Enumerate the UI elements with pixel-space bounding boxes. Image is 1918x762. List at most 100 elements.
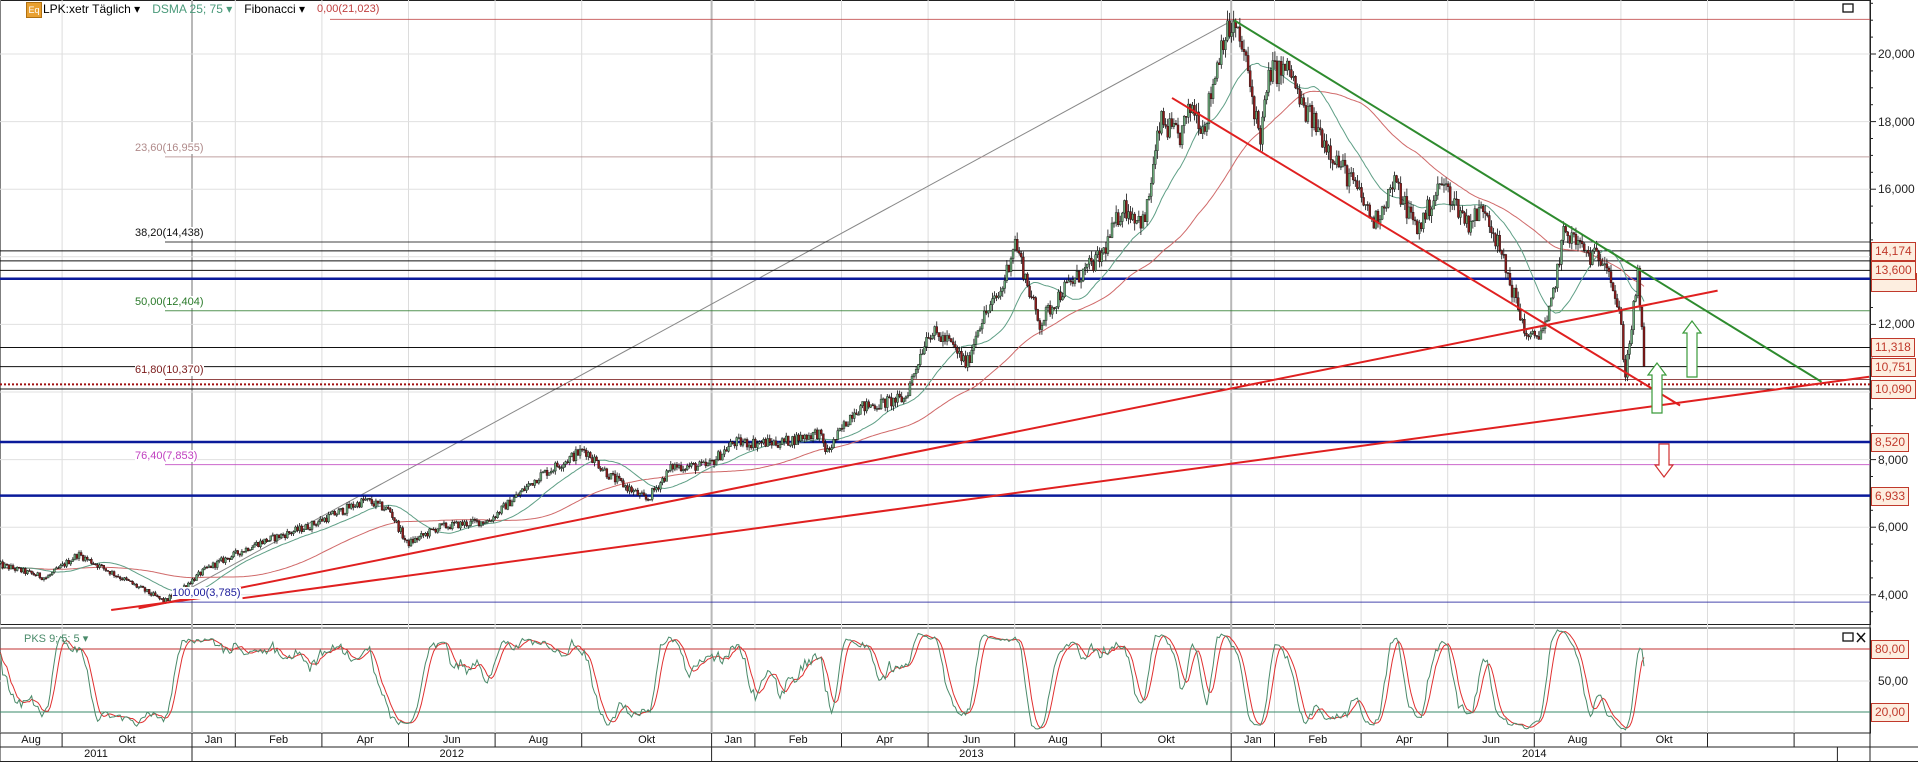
candle-body [1176,124,1180,134]
candle-body [139,585,143,588]
candle-body [1277,60,1281,84]
candle-body [442,522,446,525]
candle-body [1310,105,1314,128]
candle-body [1302,97,1305,106]
candle-body [354,506,357,508]
candle-body [314,524,318,526]
candle-body [248,549,252,552]
candle-body [599,467,602,471]
candle-body [762,439,765,444]
candle-body [1409,206,1413,213]
candle-body [228,558,231,560]
candle-body [1251,86,1254,97]
candle-body [739,437,743,446]
candle-body [335,514,338,516]
candle-body [415,538,419,541]
maximize-icon[interactable] [1842,3,1854,13]
candle-body [809,435,813,439]
candle-body [1362,197,1365,206]
oscillator-selector[interactable]: PKS 9; 5; 5 ▾ [24,633,89,645]
sma-indicator-selector[interactable]: DSMA 25; 75 ▾ [152,2,233,16]
candle-body [158,595,161,599]
candle-body [38,572,42,578]
candle-body [1152,164,1155,184]
candle-body [593,456,596,463]
candle-body [395,520,398,523]
candle-body [244,547,248,552]
candle-body [1519,309,1522,321]
candle-body [1455,198,1458,201]
candle-body [686,465,689,470]
candle-body [752,438,755,449]
candle-body [853,412,856,419]
candle-body [1582,243,1586,251]
candle-body [570,452,574,457]
candle-body [607,476,611,480]
price-level-box: 13,600 [1871,261,1916,281]
candle-body [1572,232,1576,235]
candle-body [943,335,947,342]
candle-body [286,531,289,539]
candle-body [1170,118,1174,127]
candle-body [1024,273,1027,280]
candle-body [36,572,39,576]
candle-body [1560,240,1563,265]
candle-body [281,534,285,536]
candle-body [1015,239,1019,252]
candle-body [1121,212,1124,222]
candle-body [1403,196,1407,204]
candle-body [261,540,264,545]
candle-body [1333,162,1336,165]
candle-body [1430,208,1433,216]
candle-body [595,456,598,461]
fibonacci-selector[interactable]: Fibonacci ▾ [244,2,305,16]
candle-body [791,436,794,446]
candle-body [154,592,157,596]
candle-body [1564,226,1567,233]
candle-body [601,469,604,472]
candle-body [201,568,204,576]
candle-body [191,578,194,584]
candle-body [372,503,376,507]
candle-body [989,304,992,312]
candle-body [51,572,54,575]
candle-body [1034,297,1037,310]
candle-body [1296,87,1299,90]
candle-body [106,570,110,572]
month-label: Jan [724,734,743,746]
candle-body [737,437,741,439]
candle-body [13,568,17,571]
candle-body [444,522,448,528]
maximize-icon[interactable] [1842,632,1854,642]
candle-body [1088,257,1091,265]
main-panel-frame [0,0,1871,625]
candle-body [1502,254,1505,256]
candle-body [164,598,167,603]
candle-body [195,574,198,581]
candle-body [1570,232,1574,244]
candle-body [1222,40,1225,50]
candle-body [222,557,225,563]
candle-body [1284,63,1287,71]
candle-body [1424,212,1427,220]
candle-body [605,468,609,478]
month-label: Jun [962,734,981,746]
candle-body [331,511,334,515]
candle-body [1405,196,1409,219]
candle-body [1481,205,1485,212]
close-icon[interactable] [1856,632,1866,643]
symbol-selector[interactable]: LPK:xetr Täglich ▾ [43,2,141,16]
candle-body [1226,20,1229,41]
candle-body [898,393,901,397]
candle-body [325,517,328,523]
candle-body [496,512,499,518]
candle-body [908,382,912,396]
candle-body [834,439,837,441]
candle-body [855,412,858,415]
candle-body [1500,250,1503,255]
candle-body [1123,200,1126,214]
price-level-box: 6,933 [1871,486,1910,506]
candle-body [18,567,21,569]
candle-body [585,450,588,457]
